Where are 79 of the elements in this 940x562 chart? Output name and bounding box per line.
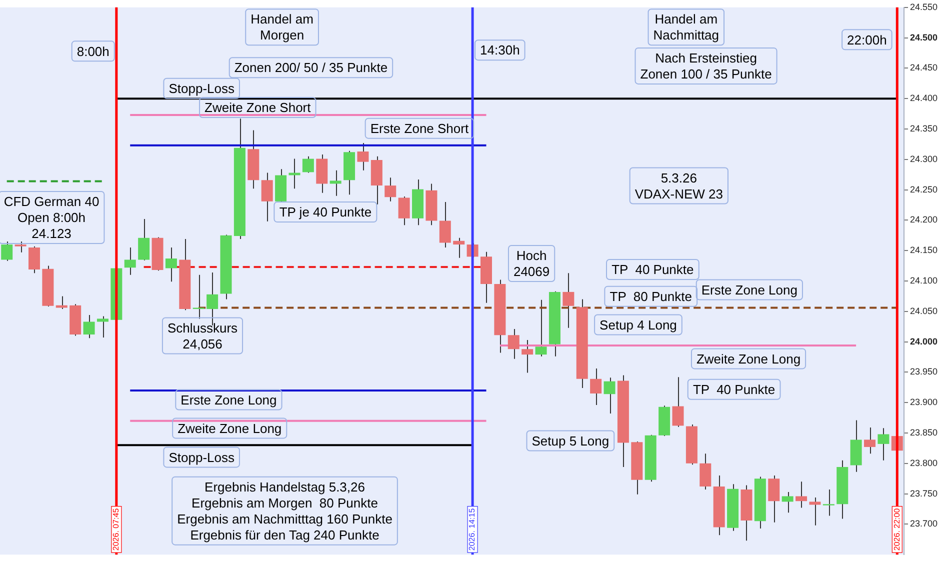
- candlestick: [439, 201, 451, 248]
- y-tick-label: 24.300: [910, 154, 938, 164]
- y-tick-label: 24.050: [910, 306, 938, 316]
- annotation: TP je 40 Punkte: [279, 204, 372, 220]
- candlestick: [508, 328, 520, 360]
- annotation: Handel am Morgen: [250, 12, 314, 43]
- annotation: Stopp-Loss: [168, 80, 235, 96]
- candlestick: [384, 177, 396, 202]
- candlestick: [864, 427, 876, 454]
- candlestick: [357, 142, 369, 171]
- candlestick: [535, 299, 547, 357]
- candlestick: [590, 368, 602, 406]
- annotation: TP 80 Punkte: [610, 288, 692, 304]
- y-tick-label: 24.200: [910, 214, 938, 225]
- candlestick: [796, 481, 808, 508]
- annotation: Schlusskurs 24,056: [167, 320, 238, 352]
- candlestick: [672, 376, 684, 428]
- y-tick-label: 24.250: [910, 184, 938, 194]
- annotation: Hoch 24069: [513, 248, 550, 280]
- annotation: Erste Zone Short: [370, 120, 469, 136]
- candlestick: [28, 246, 40, 274]
- y-tick-label: 24.350: [910, 123, 938, 134]
- annotation: Erste Zone Long: [180, 392, 277, 408]
- candlestick: [398, 196, 410, 226]
- annotation: 14:30h: [480, 42, 520, 58]
- candlestick: [330, 170, 342, 196]
- x-tick-label: 2026. 22:00: [892, 508, 902, 551]
- candlestick: [138, 218, 150, 261]
- y-tick-label: 24.550: [910, 2, 938, 12]
- y-tick-label: 23.900: [910, 397, 938, 408]
- candlestick: [562, 272, 574, 328]
- candlestick: [165, 247, 177, 282]
- candlestick: [878, 428, 890, 461]
- candlestick: [1, 240, 13, 262]
- y-tick-label: 23.750: [910, 488, 938, 498]
- candlestick: [809, 496, 821, 526]
- candlestick: [782, 491, 794, 514]
- annotation: Zonen 200/ 50 / 35 Punkte: [234, 60, 388, 76]
- candlestick: [56, 296, 68, 310]
- candlestick: [768, 475, 780, 523]
- y-tick-label: 24.100: [910, 275, 938, 286]
- candlestick: [700, 453, 712, 490]
- annotation: Setup 4 Long: [600, 317, 677, 332]
- y-tick-label: 24.500: [910, 32, 938, 42]
- candlestick: [261, 172, 273, 222]
- y-tick-label: 24.150: [910, 245, 938, 256]
- candlestick: [96, 316, 108, 338]
- x-tick-label: 2026. 14:15: [468, 508, 477, 551]
- annotation: Stopp-Loss: [168, 450, 235, 465]
- y-tick-label: 23.700: [910, 518, 938, 529]
- annotation: Zweite Zone Long: [696, 351, 801, 366]
- annotation: 5.3.26 VDAX-NEW 23: [634, 170, 723, 202]
- annotation: 22:00h: [847, 32, 887, 48]
- candlestick: [453, 237, 465, 258]
- candlestick: [822, 489, 834, 516]
- candlestick: [604, 377, 616, 414]
- annotation: Zweite Zone Short: [204, 100, 312, 116]
- y-tick-label: 24.400: [910, 93, 938, 104]
- x-tick-label: 2026. 07:45: [112, 508, 121, 551]
- y-tick-label: 23.950: [910, 366, 938, 377]
- candlestick: [124, 247, 136, 276]
- annotation: CFD German 40 Open 8:00h 24.123: [4, 194, 100, 242]
- annotation: Ergebnis Handelstag 5.3,26 Ergebnis am Morgen 80 Punkte Ergebnis am Nachmitttag 160 Punkte Ergebnis für den Tag 240 Punkte: [177, 479, 392, 542]
- y-tick-label: 23.800: [910, 458, 938, 468]
- annotation: TP 40 Punkte: [612, 262, 694, 278]
- annotation: 8:00h: [76, 44, 110, 59]
- candlestick: [14, 240, 26, 253]
- candlestick: [302, 156, 314, 174]
- candlestick: [83, 314, 95, 339]
- annotation: Nach Ersteinstieg Zonen 100 / 35 Punkte: [640, 50, 772, 82]
- y-tick-label: 24.000: [910, 336, 938, 346]
- annotation: Zweite Zone Long: [178, 420, 282, 436]
- candlestick: [522, 339, 534, 374]
- annotation: TP 40 Punkte: [692, 382, 776, 397]
- annotation: Erste Zone Long: [701, 282, 798, 298]
- annotation: Setup 5 Long: [532, 433, 610, 448]
- y-tick-label: 23.850: [910, 427, 938, 438]
- y-tick-label: 24.450: [910, 62, 938, 73]
- annotation: Handel am Nachmittag: [653, 12, 720, 43]
